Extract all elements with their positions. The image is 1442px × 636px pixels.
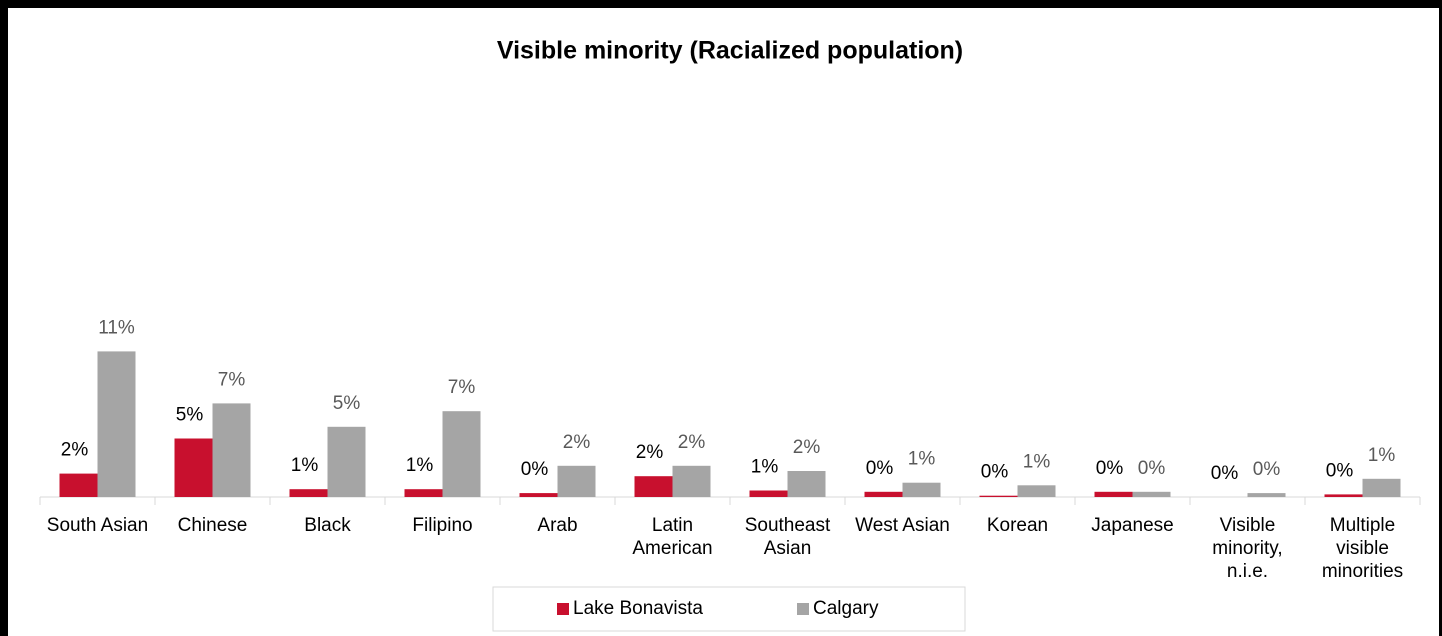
bar — [1324, 494, 1363, 497]
data-label: 7% — [448, 377, 476, 398]
data-label: 11% — [98, 317, 135, 338]
data-label: 1% — [751, 457, 779, 478]
bar — [749, 490, 788, 497]
data-label: 2% — [61, 440, 89, 461]
x-tick-label: Japanese — [1091, 515, 1174, 536]
legend-box — [492, 586, 966, 632]
data-label: 0% — [1138, 458, 1166, 479]
x-tick-label: Filipino — [412, 515, 473, 536]
data-label: 0% — [1253, 459, 1281, 480]
bar — [864, 491, 903, 497]
bar — [1247, 493, 1286, 497]
data-label: 0% — [521, 459, 549, 480]
x-tick-label: Chinese — [177, 515, 248, 536]
x-tick-label: Visible minority, n.i.e. — [1212, 515, 1283, 582]
bar — [212, 403, 251, 497]
data-label: 2% — [678, 432, 706, 453]
legend-label: Lake Bonavista — [573, 598, 703, 619]
data-label: 0% — [866, 458, 894, 479]
legend-swatch — [797, 603, 809, 615]
bar — [1094, 491, 1133, 497]
bar — [327, 426, 366, 497]
data-label: 2% — [563, 432, 591, 453]
bar — [672, 465, 711, 497]
bar — [1017, 485, 1056, 497]
data-label: 5% — [333, 393, 361, 414]
bar — [59, 473, 98, 497]
data-label: 2% — [793, 437, 821, 458]
bar — [1132, 491, 1171, 497]
legend-label: Calgary — [813, 598, 879, 619]
bar — [787, 471, 826, 497]
data-label: 5% — [176, 405, 204, 426]
data-label: 0% — [1096, 458, 1124, 479]
x-tick-label: Multiple visible minorities — [1321, 515, 1404, 582]
bar — [1362, 478, 1401, 497]
data-label: 2% — [636, 442, 664, 463]
bar — [97, 351, 136, 497]
bar — [519, 493, 558, 497]
bar — [289, 489, 328, 497]
data-label: 1% — [406, 455, 434, 476]
x-tick-label: Korean — [986, 515, 1049, 536]
data-label: 1% — [1368, 445, 1396, 466]
data-label: 7% — [218, 369, 246, 390]
data-label: 1% — [1023, 451, 1051, 472]
data-label: 1% — [908, 449, 936, 470]
x-tick-label: Southeast Asian — [744, 515, 831, 559]
data-label: 1% — [291, 455, 319, 476]
x-tick-label: Black — [304, 515, 351, 536]
x-tick-label: Latin American — [632, 515, 713, 559]
bar — [442, 411, 481, 497]
data-label: 0% — [1211, 463, 1239, 484]
chart-title: Visible minority (Racialized population) — [497, 37, 963, 65]
bar — [557, 465, 596, 497]
x-tick-label: South Asian — [46, 515, 149, 536]
bar — [404, 489, 443, 497]
bar — [979, 495, 1018, 497]
data-label: 0% — [981, 462, 1009, 483]
bar — [634, 476, 673, 497]
data-label: 0% — [1326, 460, 1354, 481]
bar — [902, 482, 941, 497]
legend-swatch — [557, 603, 569, 615]
x-tick-label: West Asian — [855, 515, 950, 536]
bar — [174, 438, 213, 497]
x-tick-label: Arab — [537, 515, 578, 536]
